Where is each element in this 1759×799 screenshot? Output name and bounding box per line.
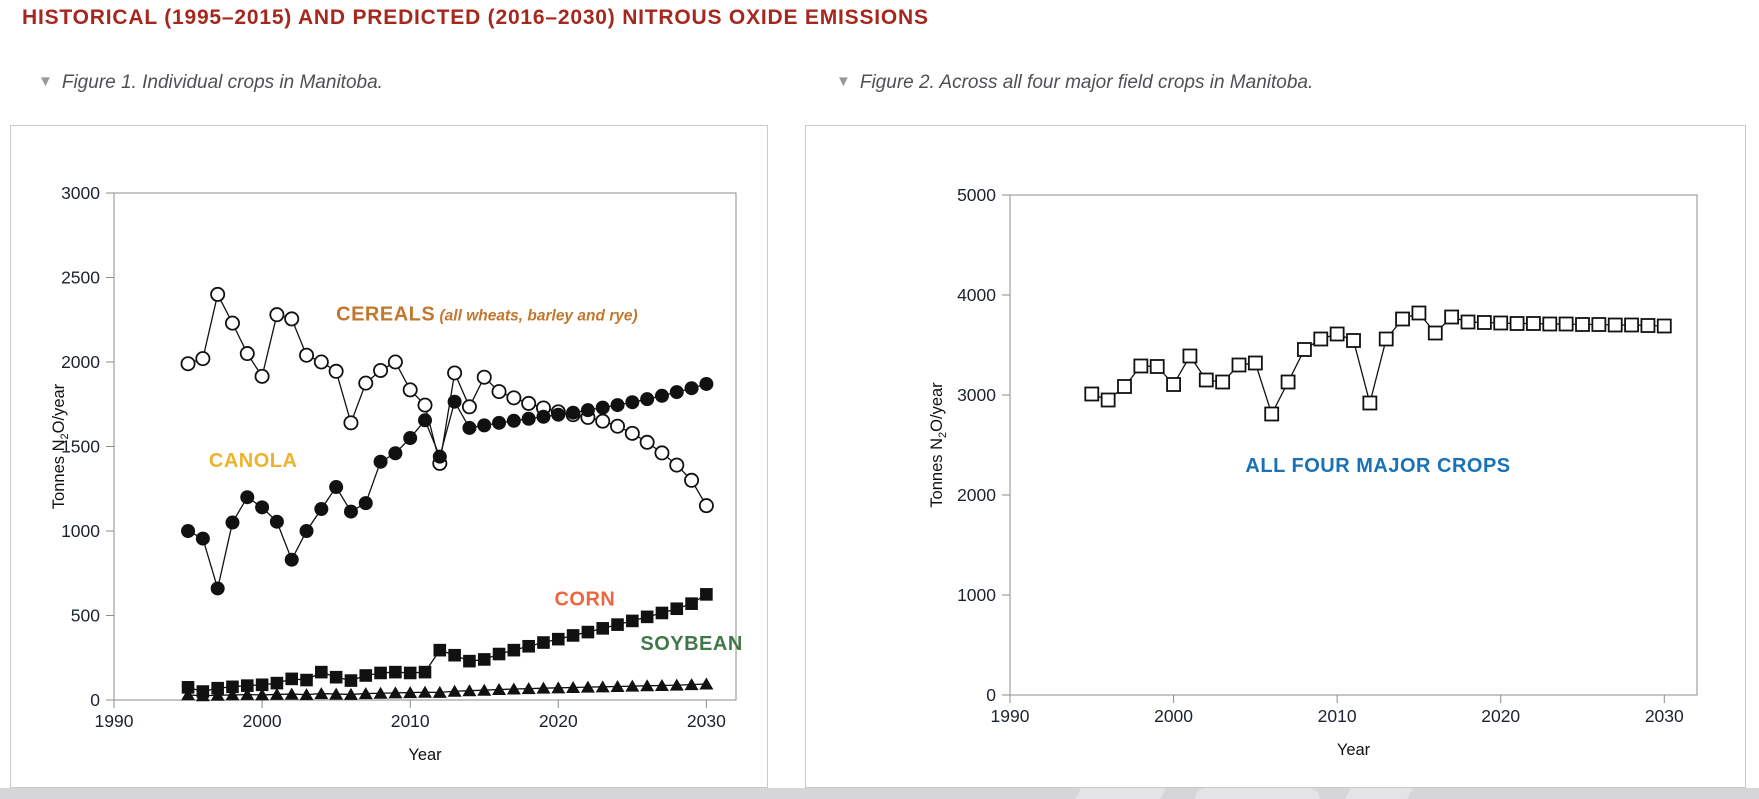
series-label: CANOLA: [209, 450, 298, 472]
series-canola: [181, 376, 714, 596]
y-tick-label: 3000: [61, 183, 100, 203]
figure1-chart: 0 500 1000 1500 2000 2500 3000 1990 2000 2010 2020…: [50, 183, 742, 764]
figure2-panel: 0 1000 2000 3000 4000 5000 1990 2000 2010 2020 203…: [805, 125, 1746, 788]
watermark: [1075, 788, 1166, 799]
x-tick-label: 2010: [1318, 706, 1357, 726]
page-title: HISTORICAL (1995–2015) AND PREDICTED (20…: [22, 6, 929, 29]
footer-bar: [0, 788, 1759, 799]
figure2-caption: ▼ Figure 2. Across all four major field c…: [836, 72, 1313, 94]
series-label: SOYBEAN: [640, 633, 742, 655]
watermark: [1195, 788, 1320, 799]
y-tick-label: 1000: [957, 585, 996, 605]
axes: 0 500 1000 1500 2000 2500 3000 1990 2000 2010 2020…: [50, 183, 737, 764]
axes: 0 1000 2000 3000 4000 5000 1990 2000 2010 2020 203…: [928, 185, 1698, 759]
x-axis-label: Year: [408, 746, 442, 764]
figure2-caption-text: Figure 2. Across all four major field cr…: [859, 72, 1314, 93]
x-tick-label: 2010: [391, 711, 430, 731]
series-all-four-major-crops: [1084, 305, 1672, 422]
x-tick-label: 2030: [1645, 706, 1684, 726]
y-tick-label: 1000: [61, 521, 100, 541]
x-tick-label: 2000: [1154, 706, 1193, 726]
series-label: CORN: [554, 588, 615, 610]
y-tick-label: 0: [90, 690, 100, 710]
series-soybean: [181, 677, 714, 702]
x-tick-label: 1990: [991, 706, 1030, 726]
y-tick-label: 5000: [957, 185, 996, 205]
figure1-caption: ▼ Figure 1. Individual crops in Manitoba.: [38, 72, 383, 94]
series-cereals-all-wheats-barley-and-rye: [180, 286, 714, 514]
x-tick-label: 2020: [539, 711, 578, 731]
watermark: [1345, 788, 1413, 799]
y-tick-label: 2000: [61, 352, 100, 372]
x-tick-label: 2020: [1481, 706, 1520, 726]
x-axis-label: Year: [1337, 741, 1371, 759]
caption-triangle-icon: ▼: [38, 73, 53, 90]
y-tick-label: 2000: [957, 485, 996, 505]
y-tick-label: 2500: [61, 268, 100, 288]
figure2-chart: 0 1000 2000 3000 4000 5000 1990 2000 2010 2020 203…: [928, 185, 1698, 759]
y-tick-label: 0: [986, 685, 996, 705]
figure1-caption-text: Figure 1. Individual crops in Manitoba.: [61, 72, 383, 93]
caption-triangle-icon: ▼: [836, 73, 851, 90]
series-corn: [181, 588, 713, 698]
x-tick-label: 2030: [687, 711, 726, 731]
series-label: ALL FOUR MAJOR CROPS: [1245, 455, 1510, 477]
y-tick-label: 4000: [957, 285, 996, 305]
y-axis-label: Tonnes N2O/year: [928, 382, 949, 508]
y-tick-label: 1500: [61, 437, 100, 457]
x-tick-label: 1990: [95, 711, 134, 731]
y-axis-label: Tonnes N2O/year: [50, 383, 71, 509]
x-tick-label: 2000: [243, 711, 282, 731]
y-tick-label: 500: [71, 606, 100, 626]
figure1-panel: 0 500 1000 1500 2000 2500 3000 1990 2000 2010 2020…: [10, 125, 768, 788]
y-tick-label: 3000: [957, 385, 996, 405]
series-label: CEREALS (all wheats, barley and rye): [336, 304, 638, 326]
